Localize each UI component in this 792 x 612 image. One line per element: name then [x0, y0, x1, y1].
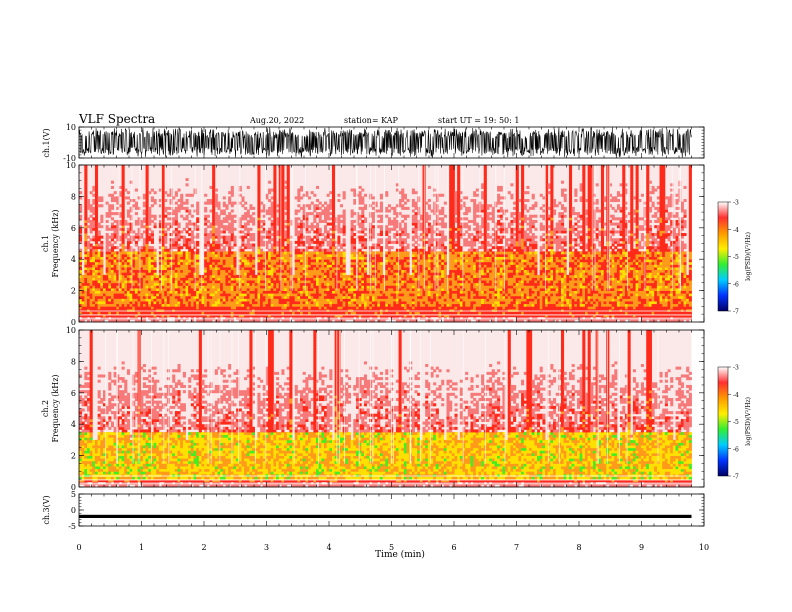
colorbar-tick-label: -4	[733, 392, 739, 399]
x-tick-label: 2	[201, 543, 206, 552]
x-tick-label: 3	[264, 543, 269, 552]
y-tick-label: 6	[71, 224, 76, 233]
ch1-spectrogram-panel: 0 2 4 6 8 10	[66, 161, 705, 327]
spectrogram-image	[79, 165, 692, 323]
x-axis-title: Time (min)	[375, 549, 425, 560]
figure-start-time: start UT = 19: 50: 1	[438, 116, 519, 125]
colorbar-tick-label: -7	[733, 309, 739, 316]
y-tick-label: 6	[71, 389, 76, 398]
ch1-spectrogram-ylabel: ch.1 Frequency (kHz)	[41, 209, 60, 277]
figure-title: VLF Spectra	[78, 112, 155, 126]
colorbar-tick-label: -6	[733, 281, 739, 288]
colorbar-tick-label: -6	[733, 446, 739, 453]
x-tick-label: 4	[326, 543, 331, 552]
x-tick-label: 8	[576, 543, 581, 552]
colorbar-tick-label: -5	[733, 419, 739, 426]
y-tick-label: 10	[66, 123, 76, 132]
ch2-colorbar: -3 -4 -5 -6 -7 log(PSD)(V²/Hz)	[717, 365, 752, 481]
x-tick-label: 6	[451, 543, 456, 552]
figure-station: station= KAP	[344, 116, 399, 125]
ch1-waveform-panel: 10 -10	[63, 123, 705, 163]
ch1-waveform-line	[78, 127, 692, 158]
colorbar-tick-label: -5	[733, 254, 739, 261]
ch1-colorbar: -3 -4 -5 -6 -7 log(PSD)(V²/Hz)	[717, 200, 752, 316]
colorbar-scale	[717, 201, 729, 312]
x-tick-label: 10	[699, 543, 709, 552]
x-tick-label: 0	[76, 543, 81, 552]
y-tick-label: 8	[71, 357, 76, 366]
ch3-waveform-panel: 5 0 -5 0 1 2 3 4 5 6 7 8 9 10	[68, 490, 709, 552]
figure-date: Aug.20, 2022	[249, 116, 304, 125]
ch2-spectrogram-panel: 0 2 4 6 8 10	[66, 326, 705, 492]
y-tick-label: 5	[71, 490, 76, 499]
colorbar-tick-label: -7	[733, 474, 739, 481]
spectrogram-image	[79, 330, 692, 488]
colorbar-scale	[717, 366, 729, 477]
colorbar-tick-label: -4	[733, 227, 739, 234]
colorbar-label: log(PSD)(V²/Hz)	[745, 397, 752, 446]
colorbar-label: log(PSD)(V²/Hz)	[745, 232, 752, 281]
y-tick-label: -5	[68, 522, 76, 531]
y-tick-label: 10	[66, 161, 76, 170]
y-tick-label: 0	[71, 483, 76, 492]
x-tick-label: 7	[514, 543, 519, 552]
x-tick-label: 1	[139, 543, 144, 552]
colorbar-tick-label: -3	[733, 200, 739, 207]
y-tick-label: 2	[71, 287, 76, 296]
y-tick-label: 10	[66, 326, 76, 335]
y-tick-label: 4	[71, 420, 76, 429]
y-tick-label: 0	[71, 506, 76, 515]
y-tick-label: 2	[71, 452, 76, 461]
spectrogram-ylabel-line: Frequency (kHz)	[51, 374, 60, 442]
ch2-spectrogram-ylabel: ch.2 Frequency (kHz)	[41, 374, 60, 442]
colorbar-tick-label: -3	[733, 365, 739, 372]
spectrogram-ylabel-line: ch.2	[41, 400, 50, 417]
x-tick-label: 5	[389, 543, 394, 552]
y-tick-label: 8	[71, 192, 76, 201]
ch1-ylabel: ch.1(V)	[42, 128, 51, 157]
ch3-waveform-band	[79, 514, 692, 518]
y-tick-label: 0	[71, 318, 76, 327]
spectrogram-ylabel-line: ch.1	[41, 235, 50, 252]
y-tick-label: 4	[71, 255, 76, 264]
x-tick-label: 9	[639, 543, 644, 552]
ch3-ylabel: ch.3(V)	[42, 495, 51, 524]
y-tick-label: -10	[63, 154, 76, 163]
spectrogram-ylabel-line: Frequency (kHz)	[51, 209, 60, 277]
